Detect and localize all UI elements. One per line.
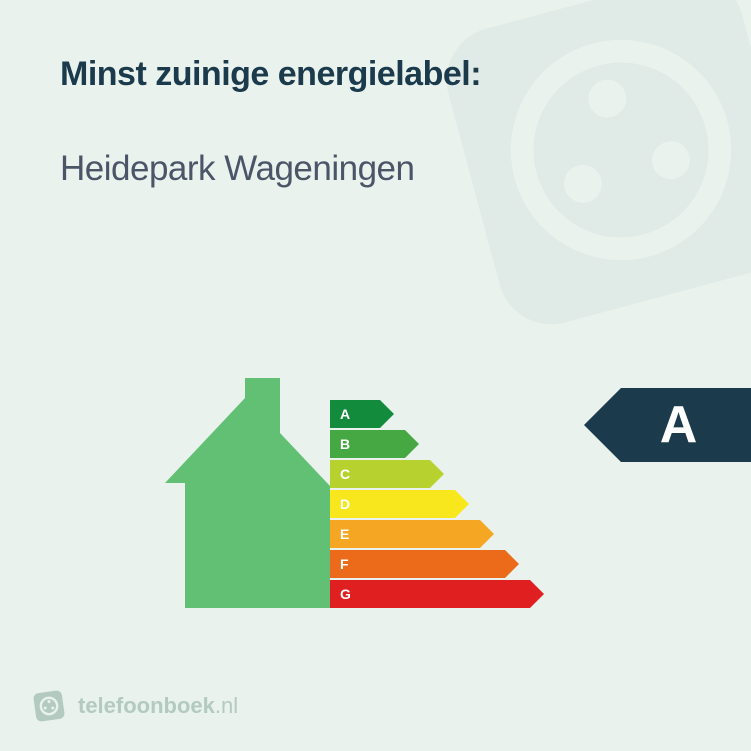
bar-label: A	[340, 400, 350, 428]
bar-label: G	[340, 580, 351, 608]
bar-label: C	[340, 460, 350, 488]
bar-label: B	[340, 430, 350, 458]
bar-label: D	[340, 490, 350, 518]
energy-label-chart: ABCDEFG A	[0, 350, 751, 650]
bar-label: F	[340, 550, 349, 578]
footer-text: telefoonboek.nl	[78, 693, 238, 719]
footer-logo-icon	[32, 689, 66, 723]
result-arrow-icon	[584, 388, 621, 462]
house-icon	[155, 368, 330, 608]
result-badge: A	[584, 388, 751, 462]
bar-label: E	[340, 520, 349, 548]
footer: telefoonboek.nl	[32, 689, 238, 723]
result-body: A	[621, 388, 751, 462]
footer-brand: telefoonboek	[78, 693, 215, 718]
page-title: Minst zuinige energielabel:	[60, 55, 691, 94]
footer-tld: .nl	[215, 693, 238, 718]
location-name: Heidepark Wageningen	[60, 149, 691, 189]
result-letter: A	[660, 395, 698, 455]
